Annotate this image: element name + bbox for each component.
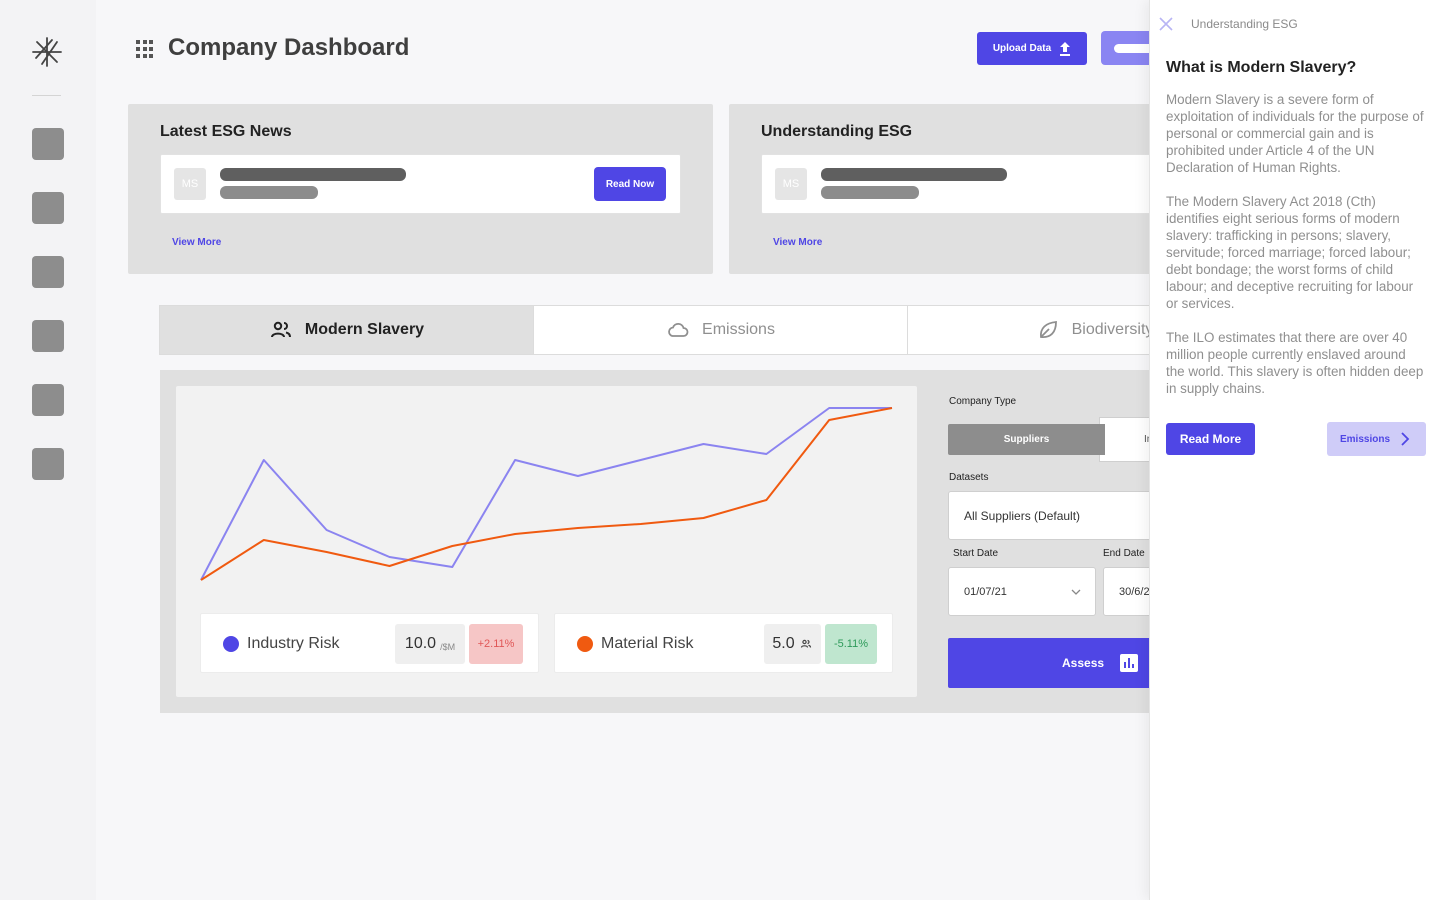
news-card-title: Latest ESG News <box>160 123 292 140</box>
industry-risk-label: Industry Risk <box>247 635 340 652</box>
sidebar-item-1[interactable] <box>32 128 64 160</box>
news-item[interactable]: MS Read Now <box>160 154 681 214</box>
tab-emissions[interactable]: Emissions <box>534 306 908 354</box>
main-content: Company Dashboard Upload Data Latest ESG… <box>96 0 1440 900</box>
industry-risk-change: +2.11% <box>469 624 523 664</box>
industry-risk-unit: /$M <box>440 641 456 652</box>
read-now-button[interactable]: Read Now <box>594 167 666 201</box>
series-line-2 <box>200 407 893 581</box>
upload-data-label: Upload Data <box>992 43 1052 54</box>
panel-header: Understanding ESG <box>1191 17 1298 31</box>
esg-info-panel: Understanding ESG What is Modern Slavery… <box>1149 0 1440 900</box>
page-title: Company Dashboard <box>168 34 410 61</box>
tab-label: Emissions <box>702 321 775 338</box>
bar-chart-icon <box>1120 654 1139 672</box>
start-date-label: Start Date <box>953 548 999 559</box>
material-risk-label: Material Risk <box>601 635 694 652</box>
sidebar-item-3[interactable] <box>32 256 64 288</box>
start-date-value: 01/07/21 <box>964 585 1007 598</box>
news-view-more-link[interactable]: View More <box>172 237 222 248</box>
panel-body: Modern Slavery is a severe form of explo… <box>1166 91 1428 414</box>
esg-card-title: Understanding ESG <box>761 123 913 140</box>
industry-risk-card[interactable]: Industry Risk 10.0 /$M +2.11% <box>200 613 539 673</box>
dataset-value: All Suppliers (Default) <box>964 508 1081 523</box>
sidebar <box>0 0 96 900</box>
material-risk-card[interactable]: Material Risk 5.0 -5.11% <box>554 613 893 673</box>
series-line-1 <box>200 407 892 581</box>
datasets-label: Datasets <box>949 472 989 483</box>
risk-chart: Industry Risk 10.0 /$M +2.11% Material R… <box>176 386 917 697</box>
button-placeholder <box>1114 44 1156 53</box>
next-topic-button[interactable]: Emissions <box>1327 422 1426 456</box>
category-tabs: Modern Slavery Emissions Biodiversity <box>159 305 1289 355</box>
upload-data-button[interactable]: Upload Data <box>977 32 1087 65</box>
next-topic-label: Emissions <box>1340 433 1391 445</box>
assess-label: Assess <box>1062 656 1105 670</box>
tab-label: Biodiversity <box>1071 321 1154 338</box>
sidebar-item-5[interactable] <box>32 384 64 416</box>
line-chart <box>200 407 893 581</box>
start-date-select[interactable]: 01/07/21 <box>948 567 1096 616</box>
end-date-value: 30/6/2 <box>1119 585 1150 598</box>
avatar: MS <box>775 168 807 200</box>
material-risk-number: 5.0 <box>772 635 795 652</box>
latest-news-card: Latest ESG News MS Read Now View More <box>128 104 713 274</box>
material-risk-change: -5.11% <box>825 624 877 664</box>
cloud-icon <box>668 322 689 337</box>
panel-paragraph: Modern Slavery is a severe form of explo… <box>1166 92 1424 175</box>
close-icon[interactable] <box>1158 16 1174 32</box>
panel-paragraph: The Modern Slavery Act 2018 (Cth) identi… <box>1166 194 1414 311</box>
logo-icon[interactable] <box>31 36 63 68</box>
esg-view-more-link[interactable]: View More <box>773 237 823 248</box>
headline-placeholder <box>220 168 406 181</box>
chevron-right-icon <box>1401 432 1410 446</box>
sidebar-item-2[interactable] <box>32 192 64 224</box>
subline-placeholder <box>220 186 318 199</box>
industry-risk-value: 10.0 /$M <box>395 624 465 664</box>
company-type-label: Company Type <box>949 396 1017 407</box>
subline-placeholder <box>821 186 919 199</box>
material-risk-value: 5.0 <box>764 624 821 664</box>
sidebar-item-4[interactable] <box>32 320 64 352</box>
analysis-panel: Industry Risk 10.0 /$M +2.11% Material R… <box>160 370 1299 713</box>
panel-title: What is Modern Slavery? <box>1166 59 1357 76</box>
tab-label: Modern Slavery <box>304 321 425 338</box>
material-risk-dot <box>577 636 593 652</box>
leaf-icon <box>1039 321 1057 338</box>
people-icon <box>270 321 291 338</box>
avatar: MS <box>174 168 206 200</box>
chevron-down-icon <box>1071 589 1081 595</box>
apps-grid-icon[interactable] <box>136 40 154 58</box>
upload-icon <box>1060 41 1071 56</box>
industry-risk-dot <box>223 636 239 652</box>
industry-risk-number: 10.0 <box>404 635 437 652</box>
panel-paragraph: The ILO estimates that there are over 40… <box>1166 330 1424 396</box>
people-icon <box>800 639 811 648</box>
sidebar-divider <box>32 95 61 96</box>
tab-modern-slavery[interactable]: Modern Slavery <box>160 306 534 354</box>
end-date-label: End Date <box>1103 548 1145 559</box>
company-type-option-suppliers[interactable]: Suppliers <box>948 424 1105 455</box>
headline-placeholder <box>821 168 1007 181</box>
read-more-button[interactable]: Read More <box>1166 423 1255 455</box>
sidebar-item-6[interactable] <box>32 448 64 480</box>
